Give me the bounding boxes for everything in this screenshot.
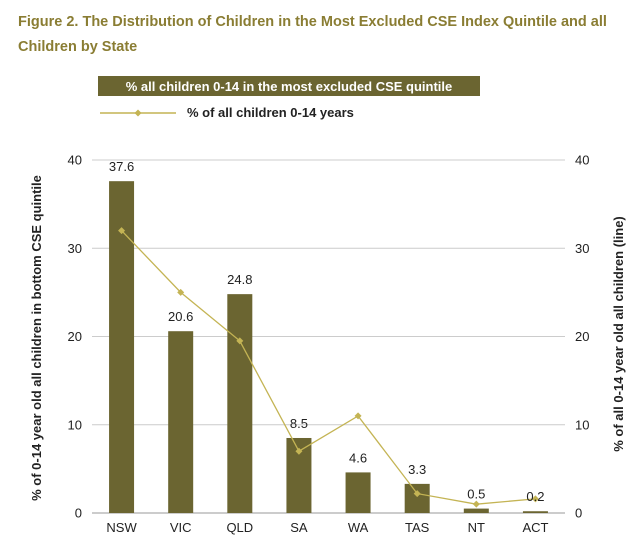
bar bbox=[404, 483, 430, 513]
line-point bbox=[118, 227, 126, 235]
y-tick-label: 40 bbox=[68, 153, 82, 168]
y2-tick-label: 40 bbox=[575, 153, 589, 168]
legend-bar-label: % all children 0-14 in the most excluded… bbox=[126, 79, 453, 94]
y-tick-label: 0 bbox=[75, 506, 82, 521]
line-series bbox=[118, 227, 539, 508]
data-labels: 37.6 20.6 24.8 8.5 4.6 3.3 0.5 0.2 bbox=[109, 159, 545, 504]
y-tick-label: 20 bbox=[68, 329, 82, 344]
series-line bbox=[121, 230, 536, 505]
line-point bbox=[531, 495, 539, 503]
bar-value-label: 37.6 bbox=[109, 159, 134, 174]
axis-ticks: 0 10 20 30 40 0 10 20 30 40 NSW VIC QLD SA WA TAS NT ACT bbox=[68, 153, 590, 536]
bar-value-label: 8.5 bbox=[290, 416, 308, 431]
y2-axis-title: % of all 0-14 year old all children (lin… bbox=[611, 216, 626, 452]
bar bbox=[168, 331, 194, 513]
legend-line-marker bbox=[134, 109, 142, 117]
bar-value-label: 3.3 bbox=[408, 462, 426, 477]
line-point bbox=[295, 447, 303, 455]
legend: % all children 0-14 in the most excluded… bbox=[98, 76, 480, 120]
y2-tick-label: 0 bbox=[575, 506, 582, 521]
bar bbox=[522, 511, 548, 513]
x-tick-label: QLD bbox=[226, 520, 253, 535]
legend-line-label: % of all children 0-14 years bbox=[187, 105, 354, 120]
y-tick-label: 10 bbox=[68, 417, 82, 432]
bar bbox=[463, 508, 489, 513]
x-tick-label: NT bbox=[468, 520, 485, 535]
legend-bar-swatch bbox=[98, 76, 480, 96]
gridlines bbox=[92, 159, 565, 514]
bar bbox=[227, 294, 253, 513]
bar-value-label: 0.5 bbox=[467, 487, 485, 502]
bar-value-label: 20.6 bbox=[168, 309, 193, 324]
bar bbox=[345, 472, 371, 513]
y-tick-label: 30 bbox=[68, 241, 82, 256]
x-tick-label: TAS bbox=[405, 520, 430, 535]
y2-tick-label: 10 bbox=[575, 417, 589, 432]
y2-tick-label: 30 bbox=[575, 241, 589, 256]
line-point bbox=[236, 337, 244, 345]
y2-tick-label: 20 bbox=[575, 329, 589, 344]
bar-value-label: 24.8 bbox=[227, 272, 252, 287]
line-point bbox=[177, 288, 185, 296]
line-point bbox=[354, 412, 362, 420]
x-tick-label: VIC bbox=[170, 520, 192, 535]
bar-value-label: 0.2 bbox=[526, 489, 544, 504]
bar-value-label: 4.6 bbox=[349, 450, 367, 465]
bar bbox=[109, 181, 135, 513]
x-tick-label: WA bbox=[348, 520, 369, 535]
x-tick-label: NSW bbox=[106, 520, 137, 535]
line-point bbox=[472, 500, 480, 508]
y-axis-title: % of 0-14 year old all children in botto… bbox=[29, 175, 44, 501]
bar-series bbox=[109, 181, 548, 513]
line-point bbox=[413, 490, 421, 498]
figure-title: Figure 2. The Distribution of Children i… bbox=[18, 14, 607, 55]
x-tick-label: ACT bbox=[522, 520, 548, 535]
x-tick-label: SA bbox=[290, 520, 308, 535]
